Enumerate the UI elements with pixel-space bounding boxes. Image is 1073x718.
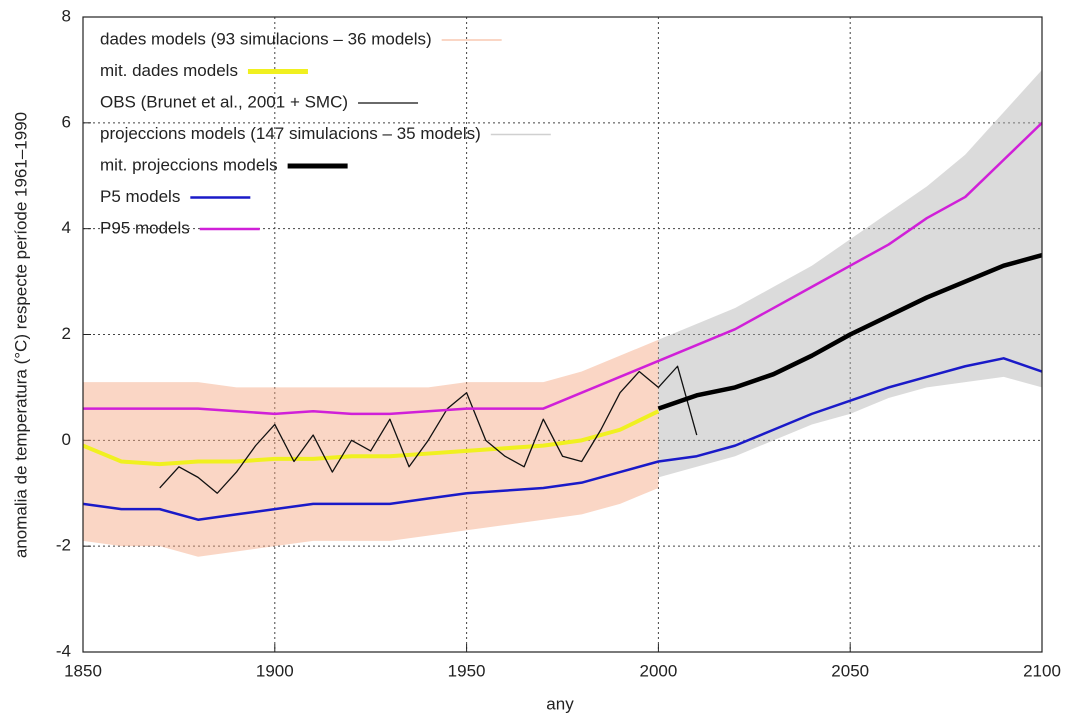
legend-label: mit. dades models [100,61,238,80]
series-line [159,365,698,494]
series-line [83,357,1042,521]
y-tick-label: 2 [62,324,71,343]
series-line [83,121,1042,416]
ensemble-band [83,339,659,557]
ensemble-band [658,69,1042,478]
y-tick-label: -4 [56,641,71,660]
legend-label: mit. projeccions models [100,155,278,174]
y-tick-label: 8 [62,6,71,25]
x-tick-label: 1850 [64,661,102,680]
x-tick-label: 2100 [1023,661,1061,680]
plot-frame [82,16,1043,653]
y-tick-label: 4 [62,218,71,237]
y-axis-label: anomalia de temperatura (°C) respecte pe… [11,112,30,558]
y-tick-label: -2 [56,536,71,555]
legend-label: P5 models [100,187,180,206]
x-tick-label: 1950 [448,661,486,680]
series-line [657,252,1042,411]
y-tick-label: 6 [62,112,71,131]
legend-label: dades models (93 simulacions – 36 models… [100,29,432,48]
legend-label: projeccions models (147 simulacions – 35… [100,124,481,143]
x-tick-label: 2050 [831,661,869,680]
x-axis-label: any [546,694,574,713]
legend-label: OBS (Brunet et al., 2001 + SMC) [100,92,348,111]
legend-label: P95 models [100,218,190,237]
y-tick-label: 0 [62,430,71,449]
x-tick-label: 2000 [639,661,677,680]
series-line [83,409,660,467]
x-tick-label: 1900 [256,661,294,680]
